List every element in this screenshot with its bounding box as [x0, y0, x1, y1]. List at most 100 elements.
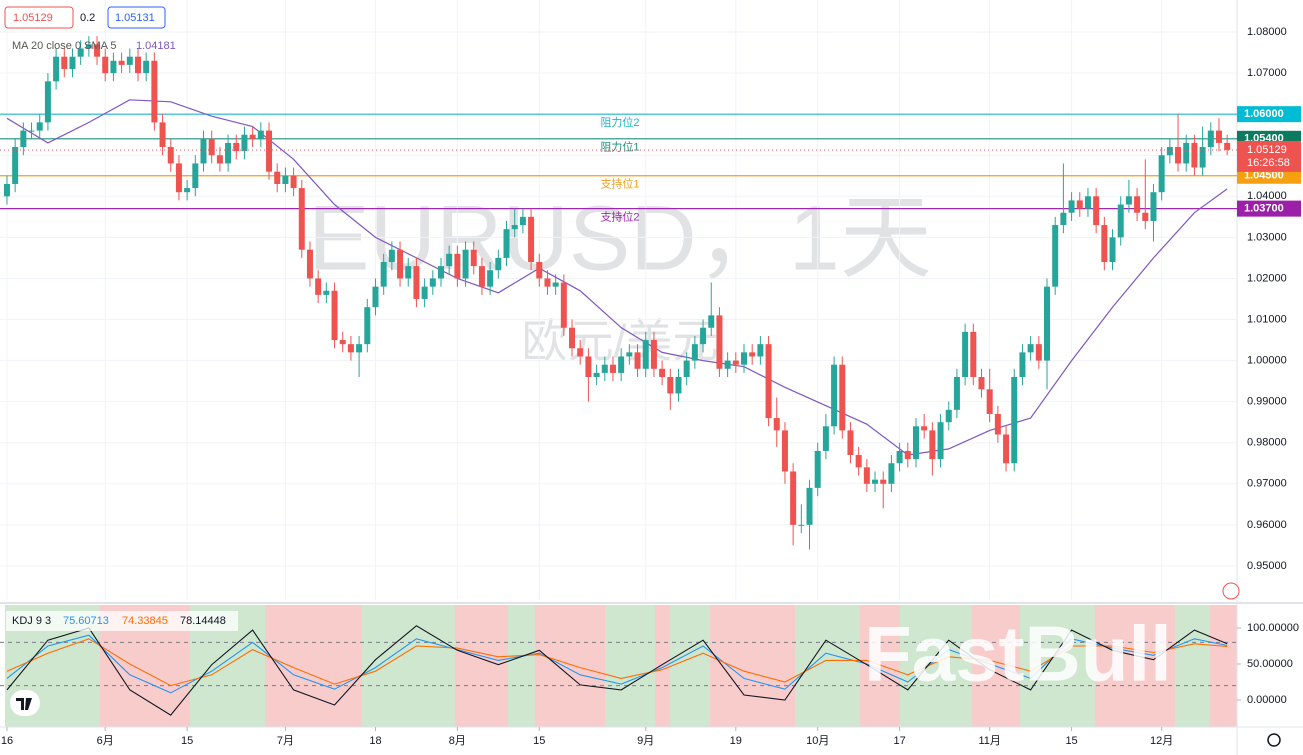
candle-body: [839, 364, 846, 431]
y-tick-label: 0.95000: [1247, 560, 1287, 572]
candle-body: [249, 134, 256, 139]
candle-body: [446, 253, 453, 267]
flag-icon: [1222, 582, 1240, 600]
kdj-legend-value: 78.14448: [180, 615, 226, 627]
level-name: 支持位2: [600, 210, 639, 224]
candle-body: [495, 257, 502, 271]
candle-body: [429, 278, 436, 287]
x-tick-label: 7月: [277, 735, 294, 747]
candle-body: [36, 122, 43, 131]
brand-watermark: FastBull: [864, 610, 1172, 698]
candle-body: [724, 360, 731, 369]
candle-body: [585, 356, 592, 378]
kdj-band: [362, 605, 455, 727]
candle-body: [1215, 130, 1222, 143]
tv-logo-shape: [16, 698, 32, 710]
x-tick-label: 18: [369, 735, 381, 747]
level-tag: [1237, 200, 1301, 217]
candle-body: [1084, 196, 1091, 209]
x-tick-label: 11月: [978, 735, 1000, 747]
candle-body: [413, 266, 420, 299]
kdj-band: [900, 605, 972, 727]
candle-body: [405, 266, 412, 279]
level-name: 支持位1: [600, 177, 639, 191]
ask-label: 1.05131: [115, 12, 155, 24]
candle-body: [208, 138, 215, 156]
candle-body: [560, 282, 567, 328]
candle-body: [667, 377, 674, 394]
candle-body: [765, 344, 772, 419]
candle-body: [1027, 344, 1034, 353]
candle-body: [847, 430, 854, 456]
candle-body: [225, 142, 232, 164]
x-tick-label: 19: [730, 735, 742, 747]
candle-body: [1166, 147, 1173, 156]
x-tick-label: 15: [533, 735, 545, 747]
kdj-band: [265, 605, 362, 727]
candle-body: [356, 344, 363, 353]
candle-body: [20, 130, 27, 148]
ma-line: [6, 99, 1228, 456]
candle-body: [659, 368, 666, 378]
candle-body: [462, 249, 469, 279]
kdj-band: [508, 605, 535, 727]
y-tick-label: 1.03000: [1247, 231, 1287, 243]
candle-body: [323, 290, 330, 295]
candle-body: [61, 56, 68, 69]
candle-body: [962, 331, 969, 378]
candle-body: [1093, 196, 1100, 226]
candle-body: [470, 249, 477, 267]
candle-body: [855, 455, 862, 468]
y-tick-label: 0.97000: [1247, 478, 1287, 490]
candle-body: [110, 60, 117, 74]
kdj-tick-label: 100.00000: [1247, 622, 1299, 634]
y-tick-label: 0.99000: [1247, 396, 1287, 408]
candle-body: [241, 134, 248, 152]
candle-body: [1076, 200, 1083, 209]
kdj-tick-label: 50.00000: [1247, 658, 1293, 670]
candle-body: [159, 122, 166, 148]
candle-body: [347, 344, 354, 353]
candle-body: [1068, 200, 1075, 213]
candle-body: [298, 188, 305, 250]
level-tag-label: 1.03700: [1244, 203, 1284, 215]
candle-body: [675, 377, 682, 394]
y-tick-label: 1.00000: [1247, 354, 1287, 366]
candle-body: [192, 163, 199, 189]
candle-body: [749, 352, 756, 357]
candle-body: [118, 60, 125, 65]
candle-body: [528, 216, 535, 263]
candle-body: [863, 467, 870, 484]
candle-body: [814, 450, 821, 488]
candle-body: [28, 130, 35, 132]
candle-body: [1224, 142, 1231, 150]
candle-body: [1175, 147, 1182, 164]
candle-body: [151, 60, 158, 123]
candle-body: [994, 413, 1001, 435]
candle-body: [290, 175, 297, 189]
candle-body: [1003, 434, 1010, 464]
candle-body: [601, 364, 608, 373]
kdj-band: [1095, 605, 1175, 727]
candle-body: [77, 48, 84, 57]
candle-body: [519, 216, 526, 226]
tv-logo: [10, 690, 40, 716]
candle-body: [831, 364, 838, 427]
candle-body: [3, 183, 10, 197]
settings-icon[interactable]: [1267, 733, 1281, 747]
candle-body: [716, 315, 723, 369]
candle-body: [511, 225, 518, 230]
candle-body: [609, 364, 616, 373]
candle-body: [593, 372, 600, 378]
level-tag: [1237, 106, 1301, 123]
ask-box: [107, 6, 166, 29]
candle-body: [683, 360, 690, 378]
candle-body: [200, 138, 207, 164]
candle-body: [282, 175, 289, 184]
kdj-band: [605, 605, 655, 727]
candle-body: [912, 426, 919, 460]
kdj-line: [6, 634, 1228, 694]
candle-body: [102, 56, 109, 74]
candle-body: [1117, 204, 1124, 238]
candle-body: [544, 278, 551, 287]
